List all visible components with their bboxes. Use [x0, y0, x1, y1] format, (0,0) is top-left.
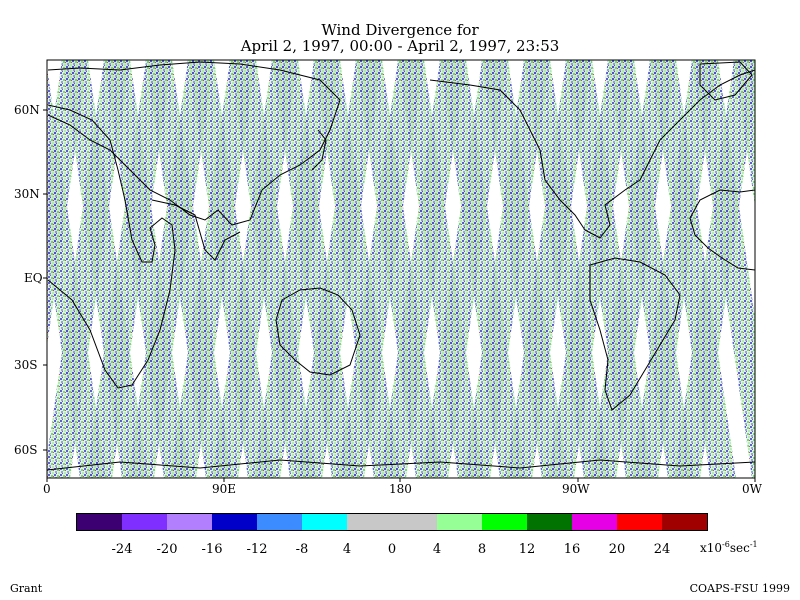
lat-ticks: [43, 109, 47, 451]
coastline-eurasia: [47, 61, 341, 226]
coastline-west-africa: [689, 189, 755, 271]
swath-band-shade: [212, 60, 298, 478]
map-frame: [46, 59, 756, 479]
coastline-india: [151, 199, 241, 261]
footer-credit: COAPS-FSU 1999: [689, 582, 790, 595]
swath-band: [632, 60, 718, 478]
colorbar-cell: [572, 514, 617, 530]
swath-band-shade: [254, 60, 340, 478]
colorbar-tick-label: -16: [201, 542, 223, 557]
colorbar-cell: [347, 514, 392, 530]
swath-band: [212, 60, 298, 478]
colorbar-tick-label: 20: [608, 542, 626, 557]
lon-label-0w: 0W: [742, 482, 762, 496]
coastline-africa: [47, 104, 176, 389]
swath-band-shade: [590, 60, 676, 478]
coastline-south-america: [589, 257, 681, 411]
swath-band-shade: [506, 60, 592, 478]
swath-band: [338, 60, 424, 478]
swath-band-shade: [674, 60, 755, 478]
swath-band: [674, 60, 755, 478]
swath-band: [548, 60, 634, 478]
colorbar-tick-label: -24: [111, 542, 133, 557]
colorbar-tick-label: 8: [477, 542, 487, 557]
coastline-antarctica: [47, 459, 755, 471]
colorbar-tick-label: 0: [387, 542, 397, 557]
swath-band-shade: [632, 60, 718, 478]
swath-band-shade: [47, 60, 88, 346]
swath-band: [254, 60, 340, 478]
swath-band-shade: [338, 60, 424, 478]
colorbar-tick-label: 24: [653, 542, 671, 557]
swath-band: [464, 60, 550, 478]
lat-label-30n: 30N: [14, 187, 40, 201]
swath-band: [170, 60, 256, 478]
swath-band: [47, 60, 88, 346]
map-title-line2: April 2, 1997, 00:00 - April 2, 1997, 23…: [240, 37, 560, 55]
colorbar-tick-label: -8: [295, 542, 309, 557]
lat-label-30s: 30S: [14, 358, 38, 372]
units-suffix: sec: [729, 541, 750, 555]
coastlines: [47, 61, 755, 471]
coastline-north-america: [429, 69, 755, 239]
colorbar-tick-label: 4: [342, 542, 352, 557]
units-exponent: -6: [722, 540, 730, 549]
swath-band: [422, 60, 508, 478]
swath-band-shade: [548, 60, 634, 478]
colorbar-cell: [617, 514, 662, 530]
swath-band-shade: [128, 60, 214, 478]
colorbar-cell: [212, 514, 257, 530]
lat-label-eq: EQ: [24, 271, 43, 285]
colorbar-tick-label: 16: [563, 542, 581, 557]
swath-band: [380, 60, 466, 478]
swath-band-shade: [422, 60, 508, 478]
colorbar-tick-label: 12: [518, 542, 536, 557]
swath-band: [506, 60, 592, 478]
coastline-greenland: [699, 61, 753, 101]
colorbar-cell: [392, 514, 437, 530]
colorbar-tick-label: 4: [432, 542, 442, 557]
colorbar-cell: [302, 514, 347, 530]
colorbar-tick-label: -20: [156, 542, 178, 557]
swath-band: [47, 60, 130, 478]
satellite-swaths: [0, 60, 755, 478]
colorbar-cell: [122, 514, 167, 530]
lon-label-180: 180: [389, 482, 412, 496]
swath-band-shade: [464, 60, 550, 478]
units-suffix-exponent: -1: [749, 540, 758, 549]
colorbar-tick-label: -12: [246, 542, 268, 557]
swath-band-shade: [47, 60, 130, 478]
colorbar-cell: [437, 514, 482, 530]
swath-band-shade: [380, 60, 466, 478]
colorbar: [76, 513, 708, 531]
colorbar-cell: [257, 514, 302, 530]
colorbar-cell: [662, 514, 707, 530]
swath-band: [128, 60, 214, 478]
swath-band-shade: [0, 60, 46, 478]
swath-band: [0, 60, 46, 478]
colorbar-cell: [77, 514, 122, 530]
colorbar-cell: [167, 514, 212, 530]
map-title-line1: Wind Divergence for: [321, 21, 479, 39]
units-prefix: x10: [700, 541, 723, 555]
colorbar-cell: [482, 514, 527, 530]
lon-label-90e: 90E: [212, 482, 237, 496]
lon-label-0: 0: [43, 482, 51, 496]
swath-band-shade: [170, 60, 256, 478]
swath-band: [590, 60, 676, 478]
lat-label-60s: 60S: [14, 443, 38, 457]
colorbar-cell: [527, 514, 572, 530]
footer-author: Grant: [10, 582, 43, 595]
coastline-australia: [275, 287, 361, 376]
colorbar-units: x10-6sec-1: [700, 540, 758, 555]
coastline-japan: [311, 129, 327, 171]
lon-ticks: [46, 478, 756, 482]
lat-label-60n: 60N: [14, 103, 40, 117]
lon-label-90w: 90W: [562, 482, 590, 496]
